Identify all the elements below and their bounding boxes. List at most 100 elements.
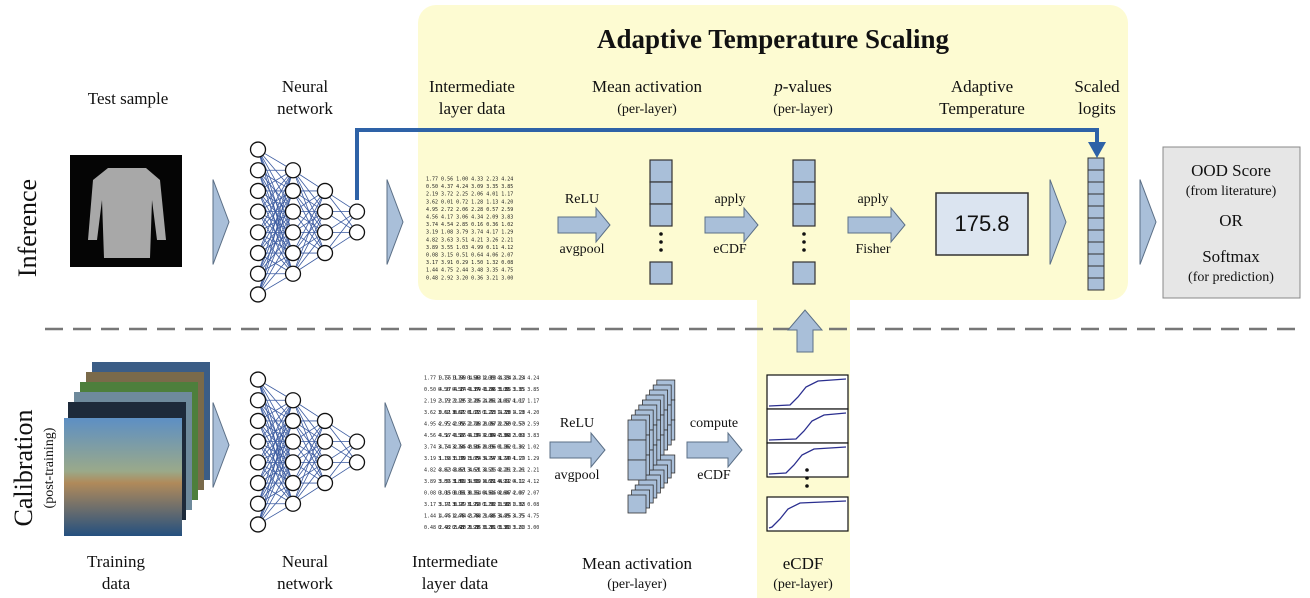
label: Training — [87, 552, 145, 571]
logit-cell — [1088, 230, 1104, 242]
block-arrow — [687, 433, 742, 467]
label: (per-layer) — [773, 577, 833, 592]
label: layer data — [422, 574, 489, 593]
dot — [802, 248, 806, 252]
neuron — [318, 455, 333, 470]
output-text: OR — [1219, 211, 1243, 230]
dot — [659, 248, 663, 252]
label: (per-layer) — [617, 102, 677, 117]
matrix-row: 1.44 4.75 2.44 3.48 3.35 4.75 — [426, 268, 513, 274]
output-text: (from literature) — [1186, 184, 1277, 199]
neuron — [251, 393, 266, 408]
label: Temperature — [939, 99, 1025, 118]
matrix-row: 4.56 4.17 3.06 4.34 2.09 3.83 — [426, 215, 513, 221]
label: Mean activation — [592, 77, 702, 96]
arrow-triangle — [213, 403, 229, 488]
output-text: (for prediction) — [1188, 270, 1274, 285]
vector-cell — [628, 440, 646, 460]
label: Test sample — [88, 89, 168, 108]
logit-cell — [1088, 278, 1104, 290]
neuron — [286, 455, 301, 470]
neuron — [286, 476, 301, 491]
row-label: Inference — [13, 179, 42, 277]
neuron — [350, 434, 365, 449]
arrow-triangle — [385, 403, 401, 488]
edge — [293, 212, 325, 274]
op-label: apply — [714, 192, 745, 207]
matrix-row: 3.19 1.08 3.79 3.74 4.17 1.29 — [426, 230, 513, 236]
neuron — [318, 204, 333, 219]
matrix-row: 3.62 0.01 0.72 1.28 1.13 4.20 — [426, 199, 513, 205]
neuron — [286, 434, 301, 449]
op-label: apply — [857, 192, 888, 207]
label: Scaled — [1074, 77, 1120, 96]
label: (per-layer) — [607, 577, 667, 592]
dot — [805, 484, 809, 488]
matrix-row: 0.08 3.15 0.51 0.64 4.06 2.07 — [424, 491, 511, 497]
vector-cell — [793, 160, 815, 182]
arrow-triangle — [1140, 180, 1156, 265]
neuron — [318, 476, 333, 491]
arrow-triangle — [387, 180, 403, 265]
op-label: eCDF — [697, 468, 731, 483]
label: Mean activation — [582, 554, 692, 573]
matrix-row: 3.62 0.01 0.72 1.28 1.13 4.20 — [424, 410, 511, 416]
neuron — [251, 517, 266, 532]
diagram: Adaptive Temperature Scaling Inference C… — [0, 0, 1310, 598]
vector-cell — [650, 182, 672, 204]
logit-cell — [1088, 218, 1104, 230]
neuron — [251, 183, 266, 198]
label: Intermediate — [429, 77, 515, 96]
label: network — [277, 574, 333, 593]
row-sublabel: (post-training) — [42, 427, 57, 508]
vector-cell — [650, 160, 672, 182]
neuron — [251, 204, 266, 219]
matrix-row: 3.19 1.08 3.79 3.74 4.17 1.29 — [424, 456, 511, 462]
block-arrow — [550, 433, 605, 467]
matrix-row: 4.82 3.63 3.51 4.21 3.26 2.21 — [426, 237, 513, 243]
neuron — [286, 246, 301, 261]
text: -values — [783, 77, 832, 96]
italic: p — [773, 77, 783, 96]
temperature-value: 175.8 — [954, 211, 1009, 236]
op-label: eCDF — [713, 242, 747, 257]
neuron — [251, 496, 266, 511]
matrix-row: 0.50 4.37 4.24 3.09 3.35 3.85 — [426, 184, 513, 190]
neuron — [286, 413, 301, 428]
dot — [802, 240, 806, 244]
neuron — [251, 266, 266, 281]
dot — [805, 476, 809, 480]
matrix-row: 3.74 4.54 2.85 0.16 0.36 1.02 — [426, 222, 513, 228]
title: Adaptive Temperature Scaling — [597, 24, 950, 54]
edge — [293, 442, 325, 504]
label: p-values — [773, 77, 832, 96]
label: Neural — [282, 77, 329, 96]
matrix-row: 2.19 3.72 2.25 2.06 4.01 1.17 — [424, 399, 511, 405]
dot — [659, 232, 663, 236]
op-label: compute — [690, 416, 738, 431]
vector-cell — [628, 420, 646, 440]
matrix-row: 3.74 4.54 2.85 0.16 0.36 1.02 — [424, 445, 511, 451]
neuron — [318, 225, 333, 240]
logit-cell — [1088, 158, 1104, 170]
neuron — [350, 455, 365, 470]
dot — [802, 232, 806, 236]
neuron — [251, 142, 266, 157]
neuron — [251, 476, 266, 491]
image — [64, 418, 182, 536]
vector-cell — [793, 262, 815, 284]
matrix-row: 0.08 3.15 0.51 0.64 4.06 2.07 — [426, 253, 513, 259]
dot — [659, 240, 663, 244]
logit-cell — [1088, 206, 1104, 218]
neuron — [251, 246, 266, 261]
neuron — [350, 225, 365, 240]
op-label: Fisher — [856, 242, 891, 257]
matrix-row: 4.95 2.72 2.06 2.28 0.57 2.59 — [424, 422, 511, 428]
logit-cell — [1088, 254, 1104, 266]
neuron — [251, 287, 266, 302]
logit-cell — [1088, 194, 1104, 206]
matrix-row: 4.95 2.72 2.06 2.28 0.57 2.59 — [426, 207, 513, 213]
vector-cell — [650, 204, 672, 226]
neuron — [286, 393, 301, 408]
label: (per-layer) — [773, 102, 833, 117]
